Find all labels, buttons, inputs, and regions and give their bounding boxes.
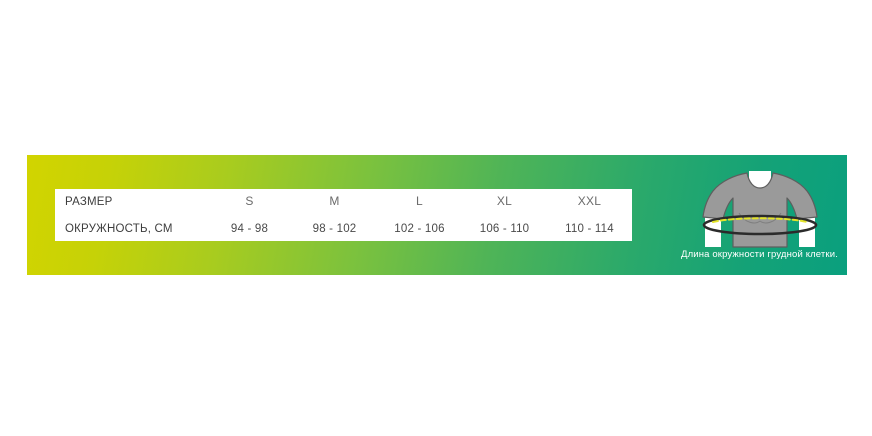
value-cell-xl: 106 - 110	[462, 215, 547, 241]
table-divider-cell	[55, 212, 632, 215]
value-cell-s: 94 - 98	[207, 215, 292, 241]
circumference-value-xl: 106 - 110	[479, 223, 530, 235]
circumference-value-xxl: 110 - 114	[565, 223, 614, 235]
size-label-s: S	[245, 193, 254, 208]
table-row-sizes: РАЗМЕР S M L XL XXL	[55, 189, 632, 212]
size-label-xl: XL	[496, 193, 513, 208]
size-table: РАЗМЕР S M L XL XXL	[55, 189, 632, 241]
row-label-circumference: ОКРУЖНОСТЬ, СМ	[65, 223, 173, 235]
circumference-value-m: 98 - 102	[312, 223, 357, 235]
illustration-caption: Длина окружности грудной клетки.	[681, 249, 838, 260]
circumference-value-s: 94 - 98	[230, 223, 269, 235]
header-cell-l: L	[377, 189, 462, 212]
table-row-circumference: ОКРУЖНОСТЬ, СМ 94 - 98 98 - 102 102 - 10…	[55, 215, 632, 241]
size-label-l: L	[416, 193, 423, 208]
chest-measurement-illustration: Длина окружности грудной клетки.	[672, 169, 847, 269]
torso-icon	[701, 171, 818, 248]
size-chart-banner: РАЗМЕР S M L XL XXL	[27, 155, 847, 275]
row-label-size-cell: РАЗМЕР	[55, 189, 207, 212]
header-cell-xxl: XXL	[547, 189, 632, 212]
header-cell-xl: XL	[462, 189, 547, 212]
table-divider	[55, 212, 632, 215]
circumference-value-l: 102 - 106	[394, 223, 445, 235]
row-label-size: РАЗМЕР	[65, 195, 113, 208]
value-cell-m: 98 - 102	[292, 215, 377, 241]
size-label-xxl: XXL	[577, 193, 602, 208]
value-cell-xxl: 110 - 114	[547, 215, 632, 241]
row-label-circumference-cell: ОКРУЖНОСТЬ, СМ	[55, 215, 207, 241]
header-cell-s: S	[207, 189, 292, 212]
size-label-m: M	[329, 193, 340, 208]
value-cell-l: 102 - 106	[377, 215, 462, 241]
header-cell-m: M	[292, 189, 377, 212]
